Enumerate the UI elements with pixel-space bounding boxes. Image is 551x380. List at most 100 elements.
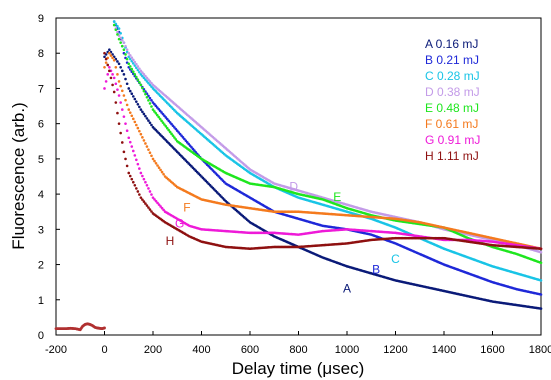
data-point [131,70,135,74]
data-point [150,210,153,213]
data-point [141,71,144,74]
data-point [167,128,170,132]
inline-label-A: A [343,282,351,296]
data-point [120,89,124,93]
data-point [160,170,164,174]
data-point [119,66,122,69]
data-point [144,92,147,96]
data-point [130,177,134,181]
data-point [138,80,141,84]
data-point [142,73,146,76]
data-point [131,95,135,98]
data-point [124,44,127,48]
data-point [539,293,543,296]
data-point [135,62,138,66]
x-tick-label: 1200 [383,344,407,356]
data-point [119,84,122,88]
y-tick-label: 5 [38,154,44,166]
legend-entry: A 0.16 mJ [425,37,478,51]
data-point [170,132,173,136]
data-point [154,199,158,203]
data-point [142,139,146,142]
data-point [114,82,118,86]
data-point [103,87,106,90]
data-point [138,67,141,70]
data-point [141,136,144,139]
data-point [154,112,158,115]
data-point [125,82,129,86]
x-tick-label: 1400 [432,344,456,356]
data-point [145,204,149,207]
data-point [136,78,140,81]
x-tick-label: 800 [289,344,307,356]
data-point [135,187,138,190]
data-point [139,196,143,199]
data-point [116,24,119,28]
data-point [117,80,121,83]
data-point [539,279,543,282]
data-point [125,129,129,133]
legend-entry: H 1.11 mJ [425,149,479,163]
data-point [142,177,146,181]
data-point [133,97,137,101]
data-point [124,53,127,56]
data-point [103,66,106,69]
data-point [139,69,143,73]
data-point [138,167,141,170]
data-point [135,100,138,103]
x-tick-label: 1800 [529,344,551,356]
series-H [103,51,543,251]
data-point [116,111,119,115]
y-tick-label: 0 [38,330,44,342]
data-point [165,126,169,130]
data-point [133,184,137,187]
data-point [150,99,153,102]
y-tick-label: 8 [38,48,44,60]
data-point [125,57,129,61]
data-point [136,126,140,130]
data-point [130,56,134,59]
data-point [131,117,135,121]
data-point [104,80,108,83]
data-point [144,142,147,145]
data-point [122,150,126,154]
data-point [148,96,152,100]
y-axis-ticks: 0 1 2 3 4 5 6 7 8 9 [38,13,60,342]
data-point [144,78,147,81]
data-point [130,114,134,118]
baseline-point [103,326,106,330]
data-point [111,73,114,76]
data-point [116,73,119,76]
data-point [539,250,543,254]
data-point [117,122,121,125]
data-point [131,180,135,184]
data-point [116,33,119,36]
data-point [157,203,161,206]
data-point [153,159,156,163]
data-point [122,48,126,51]
data-point [159,205,162,208]
x-axis-label: Delay time (μsec) [232,359,365,378]
data-point [119,101,122,104]
data-point [112,23,116,27]
data-point [153,198,156,201]
data-point [122,41,126,44]
data-point [160,119,163,123]
legend-entry: F 0.61 mJ [425,117,478,131]
legend: A 0.16 mJ B 0.21 mJ C 0.28 mJ D 0.38 mJ E 0.… [425,37,480,163]
x-tick-label: 1600 [480,344,504,356]
data-point [120,141,124,144]
data-point [139,132,143,136]
legend-entry: D 0.38 mJ [425,85,480,99]
data-point [174,138,178,141]
data-point [144,202,147,205]
data-point [147,81,150,85]
data-point [150,81,153,85]
legend-entry: B 0.21 mJ [425,53,479,67]
data-point [142,76,146,80]
data-point [150,123,153,127]
data-point [125,164,129,168]
data-point [128,54,132,57]
data-point [136,65,140,68]
data-point [150,154,153,158]
